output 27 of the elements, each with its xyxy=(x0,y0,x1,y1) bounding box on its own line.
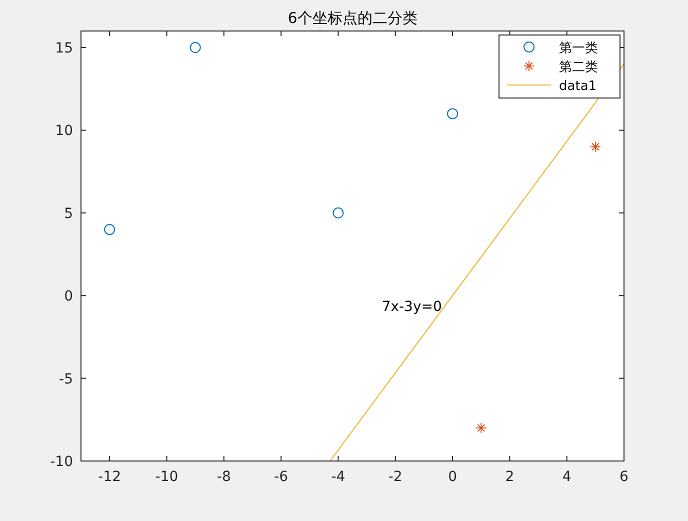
y-tick-label: 5 xyxy=(64,206,73,222)
y-tick-label: -5 xyxy=(59,371,73,388)
x-tick-label: 0 xyxy=(448,469,457,485)
legend-label: data1 xyxy=(559,79,597,94)
legend-label: 第一类 xyxy=(559,41,598,56)
x-tick-label: -10 xyxy=(155,469,178,485)
point xyxy=(104,224,116,235)
point xyxy=(476,422,487,434)
x-tick-label: 6 xyxy=(620,469,629,485)
x-tick-label: -4 xyxy=(331,469,346,485)
point xyxy=(590,141,601,152)
y-tick-label: 15 xyxy=(55,40,73,57)
x-tick-label: -2 xyxy=(388,469,402,485)
x-tick-label: 2 xyxy=(505,469,514,485)
x-tick-label: -8 xyxy=(216,469,231,485)
y-tick-label: -10 xyxy=(50,454,73,470)
y-tick-label: 0 xyxy=(64,288,73,305)
x-tick-label: -12 xyxy=(98,469,122,485)
x-tick-label: -6 xyxy=(274,469,288,485)
point xyxy=(447,108,458,120)
y-tick-label: 10 xyxy=(55,123,73,140)
chart-title: 6个坐标点的二分类 xyxy=(288,9,418,27)
x-tick-label: 4 xyxy=(562,469,572,485)
point xyxy=(332,207,344,218)
annotation: 7x-3y=0 xyxy=(382,299,442,316)
point xyxy=(190,42,201,54)
legend-label: 第二类 xyxy=(559,60,598,75)
